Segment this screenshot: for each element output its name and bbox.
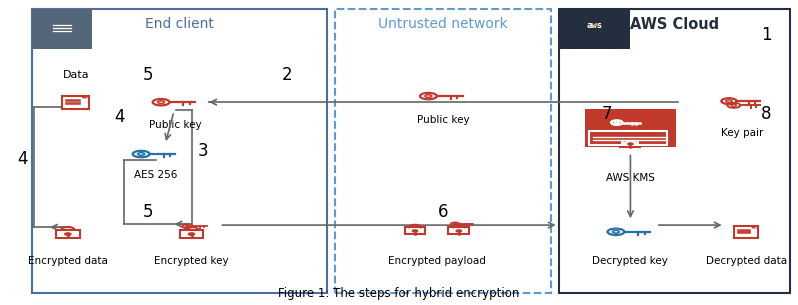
- Text: AWS Cloud: AWS Cloud: [630, 17, 719, 32]
- Text: Public key: Public key: [149, 120, 202, 130]
- FancyBboxPatch shape: [56, 230, 80, 238]
- FancyBboxPatch shape: [734, 226, 758, 238]
- FancyBboxPatch shape: [559, 9, 630, 49]
- Circle shape: [628, 143, 633, 145]
- Circle shape: [65, 233, 71, 235]
- Text: 3: 3: [198, 142, 209, 160]
- FancyBboxPatch shape: [448, 227, 469, 234]
- Text: AWS KMS: AWS KMS: [606, 174, 655, 183]
- Text: 1: 1: [760, 26, 772, 44]
- FancyBboxPatch shape: [50, 25, 74, 33]
- Text: 7: 7: [601, 105, 612, 124]
- Text: Figure 1: The steps for hybrid encryption: Figure 1: The steps for hybrid encryptio…: [279, 287, 519, 300]
- Circle shape: [188, 233, 195, 235]
- Text: Public key: Public key: [417, 116, 469, 125]
- Text: 8: 8: [760, 105, 772, 124]
- FancyBboxPatch shape: [405, 227, 425, 234]
- Text: 6: 6: [437, 203, 448, 221]
- Circle shape: [456, 230, 461, 232]
- Text: Untrusted network: Untrusted network: [378, 17, 508, 31]
- Text: Key pair: Key pair: [721, 128, 764, 138]
- Text: 5: 5: [142, 66, 153, 84]
- Text: Encrypted data: Encrypted data: [28, 256, 108, 266]
- FancyBboxPatch shape: [32, 9, 92, 49]
- Text: 4: 4: [114, 108, 125, 127]
- Polygon shape: [82, 95, 89, 98]
- Polygon shape: [752, 226, 758, 228]
- FancyBboxPatch shape: [62, 95, 89, 109]
- Text: aws: aws: [587, 20, 602, 30]
- Text: AES 256: AES 256: [134, 170, 177, 180]
- Text: Encrypted key: Encrypted key: [154, 256, 229, 266]
- Circle shape: [413, 230, 417, 232]
- Text: 4: 4: [17, 149, 28, 168]
- Text: 2: 2: [282, 66, 293, 84]
- Text: Data: Data: [62, 70, 89, 80]
- FancyBboxPatch shape: [180, 230, 203, 238]
- Text: 5: 5: [142, 203, 153, 221]
- Text: Encrypted payload: Encrypted payload: [389, 256, 486, 266]
- Text: Decrypted key: Decrypted key: [592, 256, 669, 266]
- FancyBboxPatch shape: [584, 109, 677, 147]
- FancyBboxPatch shape: [621, 141, 641, 147]
- Text: ⁀: ⁀: [591, 27, 598, 37]
- Text: End client: End client: [145, 17, 214, 31]
- Text: Decrypted data: Decrypted data: [705, 256, 787, 266]
